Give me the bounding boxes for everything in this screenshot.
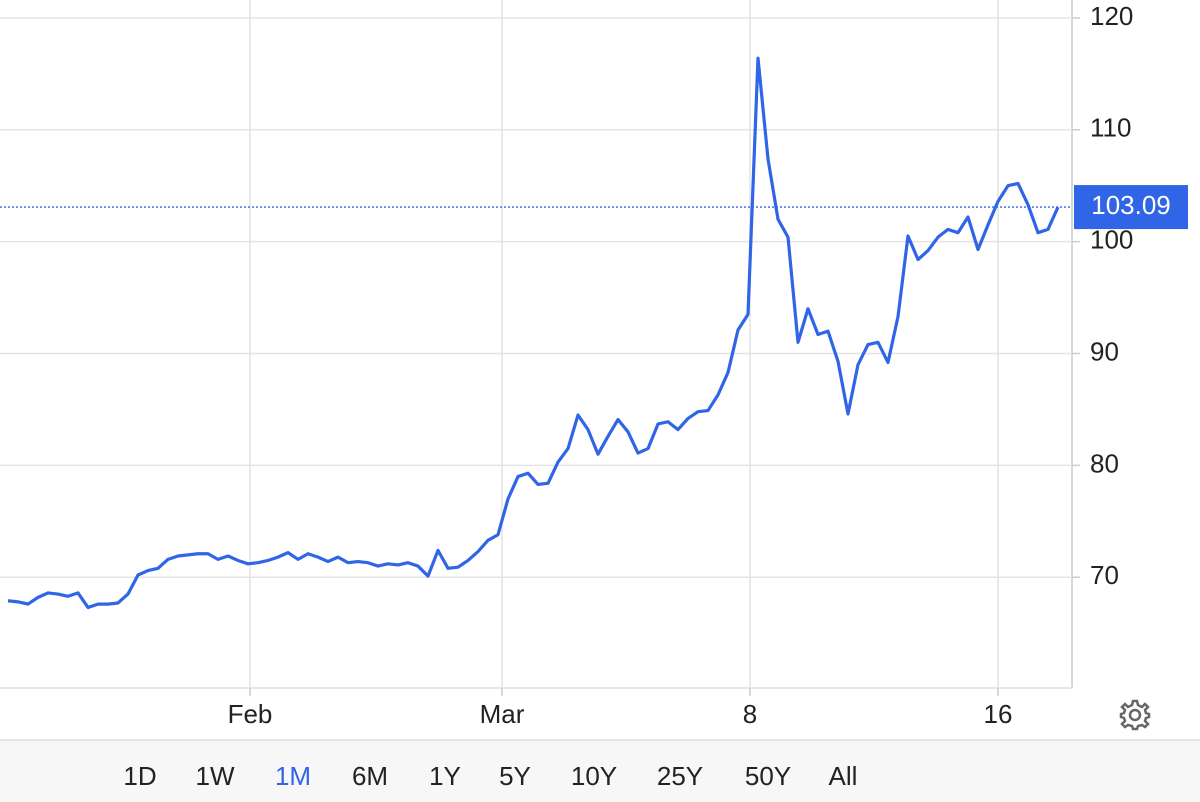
- range-button[interactable]: 10Y: [571, 761, 617, 791]
- y-tick-label: 120: [1090, 1, 1133, 31]
- range-button[interactable]: 1Y: [429, 761, 461, 791]
- x-tick-label: 16: [984, 699, 1013, 729]
- x-tick-label: Feb: [228, 699, 273, 729]
- last-price-box: [1074, 185, 1188, 230]
- range-button[interactable]: 1M: [275, 761, 311, 791]
- range-button[interactable]: 1W: [196, 761, 235, 791]
- y-tick-label: 70: [1090, 560, 1119, 590]
- y-tick-label: 110: [1090, 113, 1131, 143]
- range-button[interactable]: 25Y: [657, 761, 703, 791]
- range-button[interactable]: 1D: [123, 761, 156, 791]
- x-tick-label: 8: [743, 699, 757, 729]
- range-button[interactable]: 5Y: [499, 761, 531, 791]
- last-price-label: 103.09: [1091, 190, 1171, 220]
- range-bar: [0, 740, 1200, 802]
- x-tick-label: Mar: [480, 699, 525, 729]
- y-tick-label: 80: [1090, 448, 1119, 478]
- y-tick-label: 100: [1090, 225, 1133, 255]
- range-button[interactable]: All: [829, 761, 858, 791]
- settings-icon[interactable]: [1119, 699, 1151, 731]
- range-button[interactable]: 50Y: [745, 761, 791, 791]
- y-tick-label: 90: [1090, 336, 1119, 366]
- range-button[interactable]: 6M: [352, 761, 388, 791]
- price-line: [7, 56, 1060, 610]
